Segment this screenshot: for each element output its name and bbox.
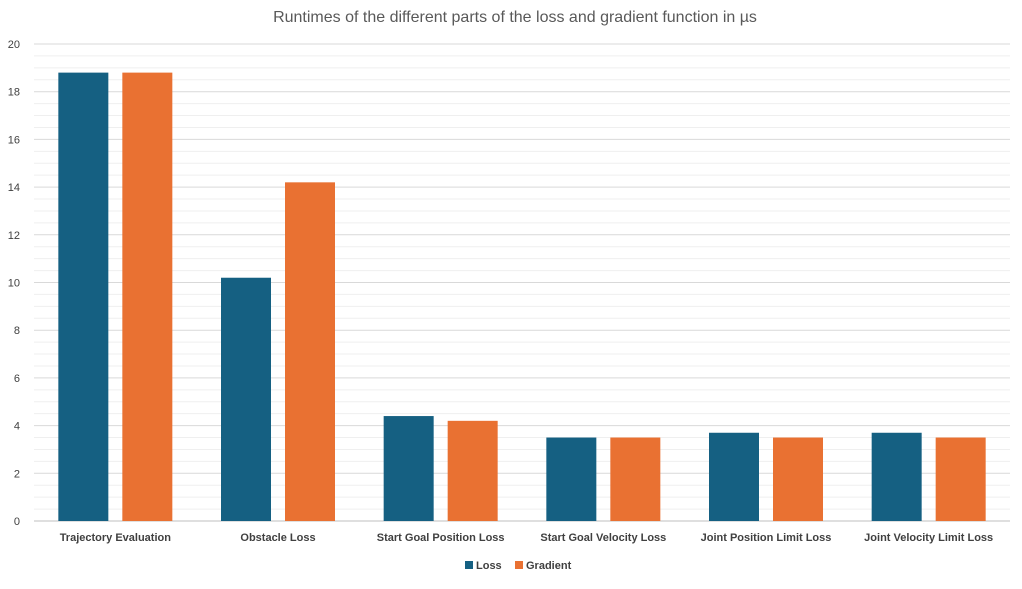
grid-lines	[34, 43, 1010, 522]
y-tick-label: 8	[14, 325, 20, 337]
x-axis-categories: Trajectory Evaluation Obstacle Loss Start …	[60, 532, 993, 544]
y-tick-label: 10	[8, 278, 20, 290]
x-category-label: Obstacle Loss	[240, 532, 315, 544]
bar-loss-3	[546, 437, 597, 521]
x-category-label: Trajectory Evaluation	[60, 532, 172, 544]
y-tick-label: 4	[14, 421, 20, 433]
bar-loss-2	[383, 416, 434, 521]
x-category-label: Start Goal Position Loss	[377, 532, 505, 544]
y-axis-ticks: 0 2 4 6 8 10 12 14 16 18 20	[8, 39, 20, 528]
bar-gradient-3	[610, 437, 661, 521]
y-tick-label: 16	[8, 134, 20, 146]
bar-loss-4	[709, 432, 759, 521]
legend-label-gradient: Gradient	[526, 560, 572, 572]
bar-gradient-1	[285, 182, 335, 521]
y-tick-label: 14	[8, 182, 20, 194]
y-tick-label: 20	[8, 39, 20, 51]
x-category-label: Start Goal Velocity Loss	[540, 532, 666, 544]
legend: Loss Gradient	[465, 560, 572, 572]
y-tick-label: 0	[14, 516, 20, 528]
bar-gradient-0	[122, 72, 173, 522]
bar-gradient-2	[447, 420, 498, 521]
y-tick-label: 18	[8, 87, 20, 99]
x-category-label: Joint Position Limit Loss	[701, 532, 832, 544]
y-tick-label: 2	[14, 468, 20, 480]
legend-swatch-gradient	[515, 561, 523, 569]
bar-loss-1	[221, 277, 271, 521]
legend-label-loss: Loss	[476, 560, 502, 572]
y-tick-label: 6	[14, 373, 20, 385]
y-tick-label: 12	[8, 230, 20, 242]
bars	[58, 72, 986, 522]
x-category-label: Joint Velocity Limit Loss	[864, 532, 993, 544]
bar-loss-5	[871, 432, 922, 521]
chart-title: Runtimes of the different parts of the l…	[273, 9, 757, 26]
legend-swatch-loss	[465, 561, 473, 569]
bar-loss-0	[58, 72, 109, 522]
bar-gradient-4	[773, 437, 823, 521]
bar-gradient-5	[935, 437, 986, 521]
